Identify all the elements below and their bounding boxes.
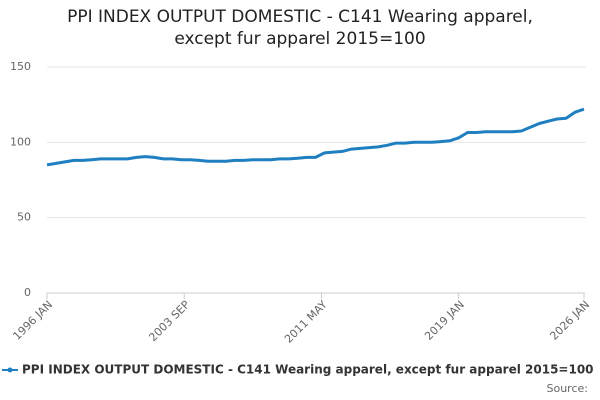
source: Source:: [547, 382, 589, 395]
x-tick-label: 2026 JAN: [547, 298, 592, 343]
y-tick-label: 50: [17, 211, 31, 224]
y-tick-label: 100: [10, 135, 31, 148]
y-tick-label: 0: [24, 286, 31, 299]
x-tick-label: 2011 MAY: [282, 298, 330, 346]
legend-marker: [7, 367, 13, 373]
legend-label: PPI INDEX OUTPUT DOMESTIC - C141 Wearing…: [22, 363, 594, 377]
y-tick-label: 150: [10, 60, 31, 73]
x-tick-label: 2019 JAN: [422, 298, 467, 343]
chart-title: PPI INDEX OUTPUT DOMESTIC - C141 Wearing…: [67, 7, 533, 49]
x-tick-label: 2003 SEP: [146, 298, 192, 344]
data-line: [46, 107, 585, 167]
x-tick-label: 1996 JAN: [10, 298, 55, 343]
